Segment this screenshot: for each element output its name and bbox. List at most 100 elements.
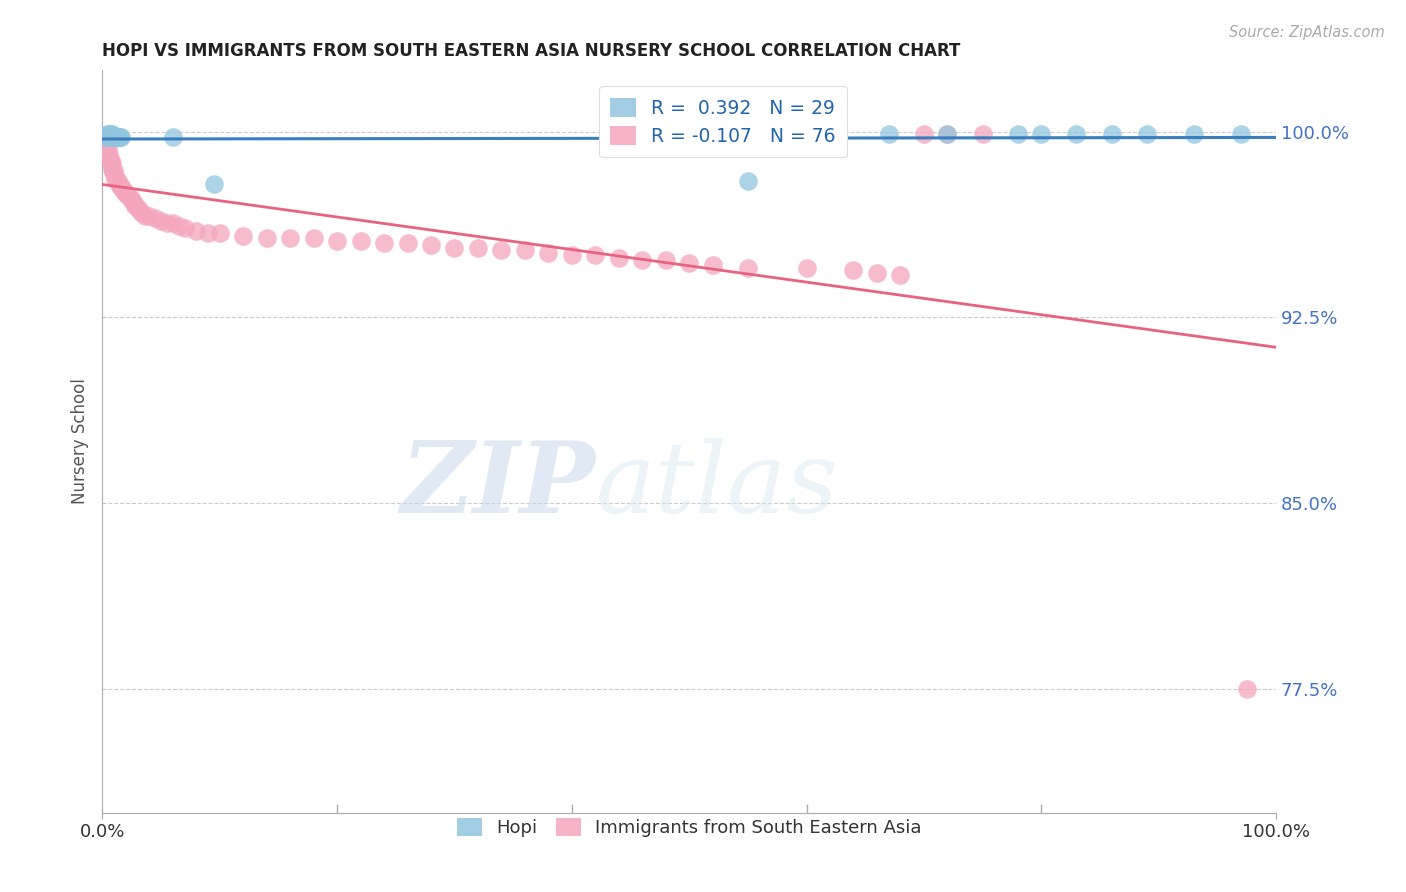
Point	[94, 129, 117, 144]
Point	[108, 179, 131, 194]
Point	[96, 132, 118, 146]
Point	[105, 129, 128, 144]
Point	[120, 191, 142, 205]
Point	[737, 260, 759, 275]
Point	[1236, 681, 1258, 696]
Text: ZIP: ZIP	[401, 437, 595, 534]
Point	[877, 127, 900, 141]
Point	[186, 224, 208, 238]
Point	[121, 194, 143, 208]
Legend: Hopi, Immigrants from South Eastern Asia: Hopi, Immigrants from South Eastern Asia	[450, 811, 929, 845]
Point	[108, 177, 131, 191]
Point	[162, 216, 184, 230]
Point	[631, 253, 654, 268]
Point	[117, 189, 139, 203]
Point	[278, 231, 301, 245]
Point	[98, 127, 121, 141]
Point	[1066, 127, 1088, 141]
Point	[1031, 127, 1053, 141]
Point	[396, 235, 419, 250]
Point	[96, 127, 118, 141]
Point	[561, 248, 583, 262]
Point	[100, 154, 122, 169]
Point	[889, 268, 911, 283]
Point	[702, 258, 724, 272]
Point	[100, 129, 122, 144]
Point	[101, 161, 124, 176]
Point	[156, 216, 179, 230]
Point	[972, 127, 994, 141]
Point	[197, 226, 219, 240]
Text: HOPI VS IMMIGRANTS FROM SOUTH EASTERN ASIA NURSERY SCHOOL CORRELATION CHART: HOPI VS IMMIGRANTS FROM SOUTH EASTERN AS…	[103, 42, 960, 60]
Point	[842, 263, 865, 277]
Point	[131, 206, 153, 220]
Point	[678, 256, 700, 270]
Point	[654, 253, 676, 268]
Point	[143, 211, 166, 226]
Point	[150, 213, 173, 227]
Point	[173, 221, 195, 235]
Point	[101, 161, 124, 176]
Point	[167, 219, 190, 233]
Point	[162, 129, 184, 144]
Point	[110, 129, 132, 144]
Point	[94, 129, 117, 144]
Point	[1101, 127, 1123, 141]
Point	[97, 129, 120, 144]
Point	[1136, 127, 1159, 141]
Point	[349, 234, 371, 248]
Point	[1007, 127, 1029, 141]
Point	[94, 132, 117, 146]
Point	[373, 235, 395, 250]
Point	[101, 129, 124, 144]
Point	[202, 177, 225, 191]
Point	[232, 228, 254, 243]
Point	[108, 129, 131, 144]
Point	[443, 241, 465, 255]
Point	[104, 129, 127, 144]
Point	[129, 203, 152, 218]
Point	[420, 238, 443, 252]
Point	[513, 244, 536, 258]
Point	[104, 171, 127, 186]
Text: Source: ZipAtlas.com: Source: ZipAtlas.com	[1229, 25, 1385, 40]
Point	[103, 129, 125, 144]
Point	[111, 181, 134, 195]
Point	[607, 251, 630, 265]
Point	[105, 174, 128, 188]
Point	[115, 186, 138, 201]
Point	[1229, 127, 1251, 141]
Point	[208, 226, 231, 240]
Point	[122, 196, 145, 211]
Point	[1182, 127, 1205, 141]
Point	[537, 246, 560, 260]
Point	[583, 248, 606, 262]
Point	[103, 164, 125, 178]
Point	[101, 164, 124, 178]
Point	[326, 234, 349, 248]
Point	[138, 209, 160, 223]
Point	[256, 231, 278, 245]
Text: atlas: atlas	[595, 438, 838, 533]
Point	[101, 127, 124, 141]
Point	[110, 179, 132, 194]
Point	[103, 167, 125, 181]
Point	[114, 186, 136, 201]
Point	[107, 129, 129, 144]
Point	[737, 174, 759, 188]
Point	[127, 202, 149, 216]
Point	[936, 127, 959, 141]
Point	[796, 260, 818, 275]
Point	[912, 127, 935, 141]
Point	[467, 241, 489, 255]
Point	[112, 184, 135, 198]
Point	[100, 127, 122, 141]
Point	[98, 146, 121, 161]
Point	[101, 129, 124, 144]
Point	[97, 139, 120, 153]
Point	[101, 157, 124, 171]
Point	[124, 199, 146, 213]
Point	[104, 169, 127, 183]
Point	[100, 154, 122, 169]
Point	[97, 146, 120, 161]
